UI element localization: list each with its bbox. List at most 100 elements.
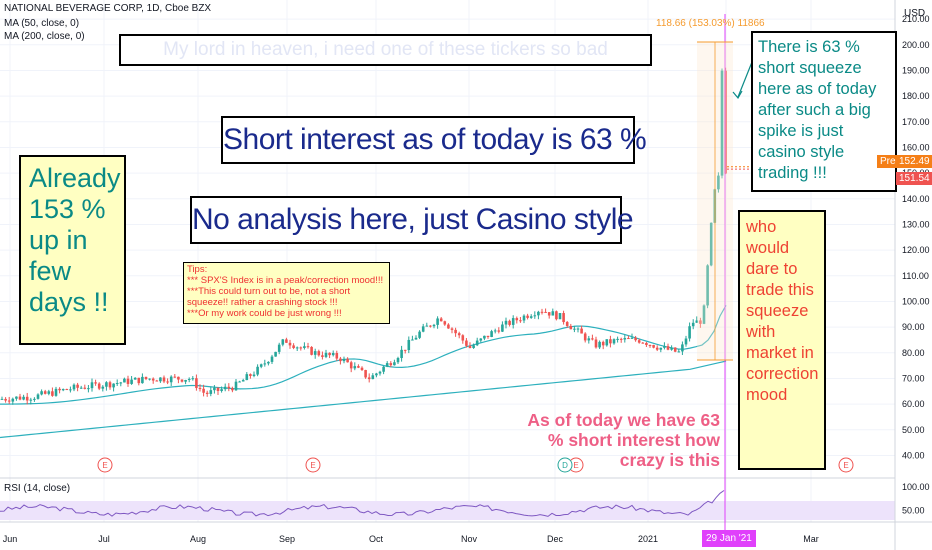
candle-body xyxy=(155,380,159,382)
candle-body xyxy=(191,378,195,380)
candle-body xyxy=(591,338,594,340)
candle-series xyxy=(0,67,727,405)
candle-body xyxy=(15,396,18,399)
x-tick-label: 2021 xyxy=(638,534,658,544)
y-tick-label: 140.00 xyxy=(902,194,930,204)
rsi-tick-label: 50.00 xyxy=(902,506,925,516)
pre-price: 152.49 xyxy=(896,155,932,168)
candle-body xyxy=(40,391,43,395)
candle-body xyxy=(205,392,209,394)
earnings-marker xyxy=(305,457,321,473)
candle-body xyxy=(87,388,90,390)
y-tick-label: 40.00 xyxy=(902,450,925,460)
x-tick-label: Oct xyxy=(369,534,384,544)
candle-body xyxy=(385,363,389,367)
candle-body xyxy=(220,389,223,391)
candle-body xyxy=(295,347,299,349)
candle-body xyxy=(339,358,342,362)
candle-body xyxy=(159,377,162,382)
x-tick-label: Aug xyxy=(190,534,206,544)
y-tick-label: 180.00 xyxy=(902,91,930,101)
candle-body xyxy=(666,346,670,350)
candle-body xyxy=(598,341,601,348)
candle-body xyxy=(267,361,270,364)
candle-body xyxy=(238,381,241,383)
candle-body xyxy=(349,362,353,369)
candle-body xyxy=(79,387,83,389)
squeeze-note: There is 63 % short squeeze here as of t… xyxy=(751,31,897,192)
candle-body xyxy=(90,382,94,389)
candle-body xyxy=(601,341,605,346)
earnings-marker xyxy=(97,457,113,473)
candle-body xyxy=(227,386,231,389)
candle-body xyxy=(234,381,238,391)
candle-body xyxy=(299,347,303,349)
candle-body xyxy=(310,346,313,355)
x-tick-label: Jun xyxy=(3,534,18,544)
candle-body xyxy=(0,398,4,400)
candle-body xyxy=(241,380,245,382)
candle-body xyxy=(443,321,447,325)
candle-body xyxy=(33,398,36,400)
tips-note: Tips: *** SPX'S Index is in a peak/corre… xyxy=(183,262,390,324)
earnings-marker-label: E xyxy=(102,461,107,470)
candle-body xyxy=(529,316,533,318)
rsi-line xyxy=(0,490,725,517)
candle-body xyxy=(439,318,443,322)
x-tick-label: Nov xyxy=(461,534,478,544)
candle-body xyxy=(425,325,429,327)
candle-body xyxy=(562,313,565,323)
candle-body xyxy=(479,338,483,341)
candle-body xyxy=(468,345,472,348)
candle-body xyxy=(303,346,306,349)
candle-body xyxy=(18,396,22,400)
x-tick-label: Mar xyxy=(803,534,819,544)
earnings-marker-label: E xyxy=(843,461,848,470)
candle-body xyxy=(375,373,378,376)
candle-body xyxy=(195,378,198,388)
candle-body xyxy=(130,379,133,384)
rsi-band xyxy=(0,501,895,520)
candle-body xyxy=(184,379,187,382)
candle-body xyxy=(648,344,652,346)
candle-body xyxy=(364,370,367,378)
candle-body xyxy=(490,331,493,338)
candle-body xyxy=(461,335,465,341)
candle-body xyxy=(180,379,184,382)
candle-body xyxy=(493,330,497,332)
candle-body xyxy=(108,382,112,388)
candle-body xyxy=(605,339,609,346)
candle-body xyxy=(101,386,105,389)
candle-body xyxy=(519,320,522,322)
short-interest-annotation: Short interest as of today is 63 % xyxy=(221,116,647,164)
candle-body xyxy=(54,388,58,396)
candle-body xyxy=(346,358,349,363)
candle-body xyxy=(281,339,285,345)
candle-body xyxy=(655,347,659,350)
candle-body xyxy=(616,338,619,340)
candle-body xyxy=(259,364,263,367)
y-tick-label: 90.00 xyxy=(902,322,925,332)
candle-body xyxy=(61,389,65,391)
candle-body xyxy=(522,315,526,321)
rsi-legend: RSI (14, close) xyxy=(4,483,71,494)
ma50-line xyxy=(0,305,727,405)
note-arrowhead xyxy=(732,90,743,100)
ma200-legend: MA (200, close, 0) xyxy=(4,31,85,42)
candle-body xyxy=(69,389,72,391)
candle-body xyxy=(252,374,256,376)
candle-body xyxy=(144,376,148,380)
candle-body xyxy=(7,400,11,402)
candle-body xyxy=(547,312,551,316)
candle-body xyxy=(72,384,76,390)
candle-body xyxy=(115,383,119,385)
candle-body xyxy=(249,374,252,376)
candle-body xyxy=(501,324,504,332)
candle-body xyxy=(637,340,641,343)
candle-body xyxy=(537,311,540,316)
candle-body xyxy=(724,70,727,174)
candle-body xyxy=(58,388,61,391)
currency-label: USD xyxy=(904,8,926,19)
candle-body xyxy=(317,351,321,356)
candle-body xyxy=(173,376,177,378)
